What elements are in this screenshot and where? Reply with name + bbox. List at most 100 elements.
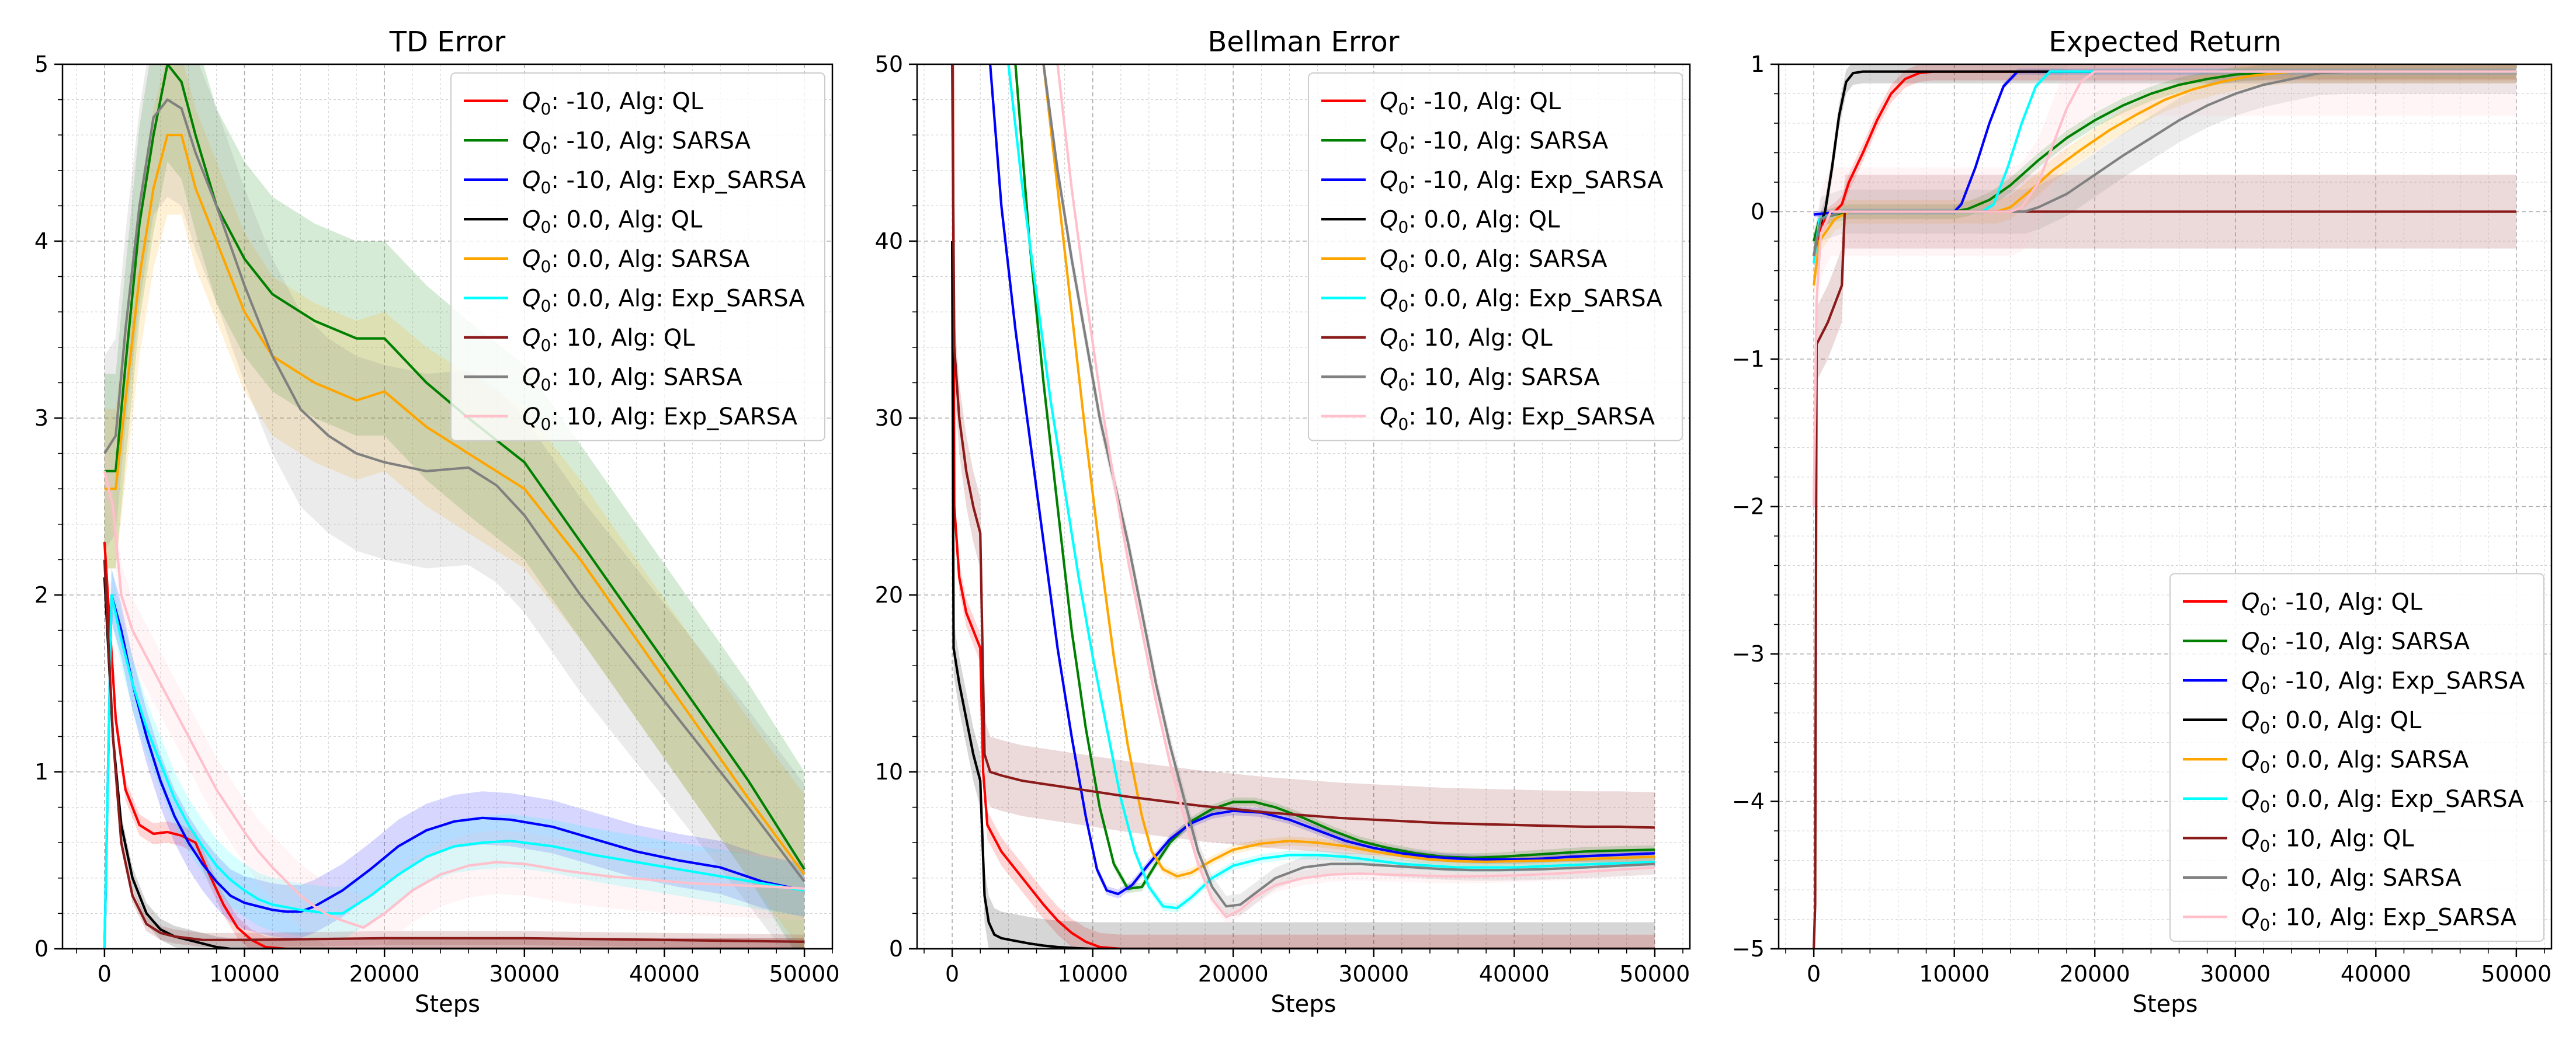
legend-label: Q0: 0.0, Alg: QL (2241, 707, 2422, 737)
y-tick-label: −5 (1732, 936, 1765, 962)
legend-label: Q0: -10, Alg: QL (2241, 589, 2423, 619)
x-tick-label: 0 (98, 961, 112, 987)
legend-item: Q0: 0.0, Alg: QL (464, 206, 703, 236)
legend: Q0: -10, Alg: QL Q0: -10, Alg: SARSA Q0: -… (1308, 72, 1683, 441)
legend-box (2169, 573, 2544, 942)
series-line-2 (103, 593, 805, 949)
legend-label: Q0: 10, Alg: SARSA (522, 364, 742, 394)
legend-item: Q0: 0.0, Alg: QL (1321, 206, 1560, 236)
series-line-7 (1042, 64, 1655, 908)
y-tick-label: 10 (875, 759, 903, 785)
series-band-2 (104, 568, 805, 949)
x-tick-label: 20000 (1198, 961, 1269, 987)
x-tick-label: 50000 (2481, 961, 2551, 987)
legend-label: Q0: 10, Alg: SARSA (1380, 364, 1600, 394)
y-tick-label: 40 (875, 228, 903, 254)
legend-label: Q0: 0.0, Alg: Exp_SARSA (2241, 786, 2524, 816)
legend-label: Q0: 0.0, Alg: SARSA (1380, 246, 1608, 276)
plot-area (1813, 64, 2516, 949)
series-line-3 (951, 241, 1655, 949)
legend-label: Q0: -10, Alg: QL (1380, 88, 1561, 119)
legend-item: Q0: 10, Alg: Exp_SARSA (2183, 904, 2517, 934)
legend-item: Q0: -10, Alg: QL (464, 88, 704, 119)
series-line-8 (1056, 64, 1655, 918)
legend-item: Q0: 10, Alg: QL (1321, 325, 1553, 355)
legend-item: Q0: -10, Alg: QL (1321, 88, 1561, 119)
legend-item: Q0: 0.0, Alg: SARSA (1321, 246, 1608, 276)
legend-item: Q0: 0.0, Alg: SARSA (464, 246, 750, 276)
legend-label: Q0: -10, Alg: SARSA (2241, 628, 2470, 659)
y-tick-label: 50 (875, 51, 903, 77)
legend-item: Q0: 0.0, Alg: SARSA (2183, 746, 2469, 777)
legend-item: Q0: -10, Alg: Exp_SARSA (1321, 167, 1664, 197)
x-tick-label: 10000 (1919, 961, 1990, 987)
legend-label: Q0: 0.0, Alg: SARSA (2241, 746, 2469, 777)
legend-box (1308, 72, 1683, 441)
legend-item: Q0: 0.0, Alg: QL (2183, 707, 2422, 737)
y-tick-label: −4 (1732, 789, 1765, 815)
legend-item: Q0: -10, Alg: QL (2183, 589, 2423, 619)
x-tick-label: 30000 (2200, 961, 2271, 987)
legend-label: Q0: 0.0, Alg: QL (1380, 206, 1560, 236)
x-tick-label: 10000 (209, 961, 280, 987)
y-tick-label: 1 (1751, 51, 1765, 77)
series-band-4 (1814, 64, 2516, 297)
legend-label: Q0: 0.0, Alg: SARSA (522, 246, 750, 276)
y-tick-label: −2 (1732, 494, 1765, 520)
series-line-1 (104, 64, 806, 870)
axes: 0 10000 20000 30000 40000 50000 0 1 2 3 4 5 (34, 51, 840, 987)
series-band-1 (1814, 64, 2516, 249)
series-line-0 (952, 64, 1655, 949)
legend-item: Q0: -10, Alg: Exp_SARSA (2183, 667, 2525, 698)
x-tick-label: 50000 (1619, 961, 1690, 987)
series-line-1 (1014, 64, 1655, 890)
series-band-4 (104, 64, 805, 949)
legend-label: Q0: 0.0, Alg: QL (522, 206, 703, 236)
chart-title: Bellman Error (1208, 26, 1400, 58)
legend-label: Q0: -10, Alg: Exp_SARSA (522, 167, 806, 197)
chart-title: TD Error (389, 26, 506, 58)
series-line-0 (103, 541, 805, 949)
y-tick-label: 30 (875, 405, 903, 431)
y-tick-label: −1 (1732, 346, 1765, 372)
legend-label: Q0: 10, Alg: QL (1380, 325, 1553, 355)
legend: Q0: -10, Alg: QL Q0: -10, Alg: SARSA Q0: -… (450, 72, 825, 441)
y-tick-label: 20 (875, 582, 903, 608)
series-band-6 (952, 64, 1655, 863)
series-band-5 (104, 568, 805, 949)
axes-frame (61, 63, 834, 950)
legend-item: Q0: 0.0, Alg: Exp_SARSA (2183, 786, 2524, 816)
axes-frame (916, 63, 1691, 950)
plot-area (103, 64, 806, 949)
legend-item: Q0: 10, Alg: SARSA (464, 364, 742, 394)
y-tick-label: 0 (889, 936, 903, 962)
legend-label: Q0: 10, Alg: Exp_SARSA (522, 403, 798, 434)
x-tick-label: 40000 (629, 961, 700, 987)
legend-label: Q0: -10, Alg: SARSA (522, 127, 751, 158)
series-line-7 (103, 98, 806, 883)
legend-label: Q0: 10, Alg: Exp_SARSA (2241, 904, 2517, 934)
x-tick-label: 30000 (1338, 961, 1409, 987)
legend-box (450, 72, 825, 441)
x-axis-label: Steps (1271, 991, 1336, 1018)
td-error-chart: 0 10000 20000 30000 40000 50000 0 1 2 3 4 5 TD Error… (34, 26, 840, 1018)
x-axis-label: Steps (415, 991, 480, 1018)
x-tick-label: 30000 (489, 961, 560, 987)
series-line-6 (103, 559, 805, 943)
x-tick-label: 0 (945, 961, 959, 987)
legend-label: Q0: 10, Alg: SARSA (2241, 865, 2462, 895)
legend-item: Q0: 0.0, Alg: Exp_SARSA (1321, 285, 1662, 315)
series-band-7 (1814, 64, 2516, 279)
series-band-8 (1814, 64, 2516, 551)
legend-item: Q0: 10, Alg: QL (2183, 825, 2414, 855)
bellman-error-chart: 0 10000 20000 30000 40000 50000 0 10 20 30 40 50 Bel… (875, 26, 1691, 1018)
legend-item: Q0: -10, Alg: SARSA (2183, 628, 2470, 659)
axes: 0 10000 20000 30000 40000 50000 −5 −4 −3 −2 −1 0 1 (1732, 51, 2551, 987)
x-tick-label: 20000 (2060, 961, 2130, 987)
x-tick-label: 20000 (349, 961, 420, 987)
y-tick-label: 0 (34, 936, 48, 962)
legend-label: Q0: 10, Alg: Exp_SARSA (1380, 403, 1655, 434)
legend-label: Q0: 0.0, Alg: Exp_SARSA (522, 285, 805, 315)
legend-item: Q0: 10, Alg: SARSA (1321, 364, 1600, 394)
